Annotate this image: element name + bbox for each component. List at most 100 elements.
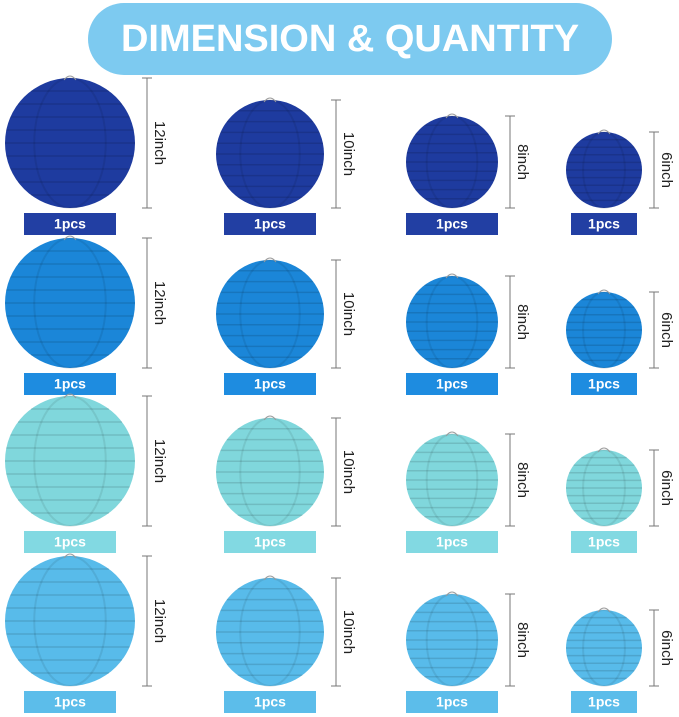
- lantern-hook: [263, 575, 277, 581]
- lantern-hook: [263, 415, 277, 421]
- quantity-label: 1pcs: [254, 216, 286, 232]
- lantern-hook: [597, 607, 611, 613]
- size-label: 8inch: [514, 304, 531, 340]
- lantern: [5, 393, 135, 527]
- quantity-badge: [406, 531, 498, 553]
- quantity-label: 1pcs: [436, 534, 468, 550]
- lantern-body: [5, 396, 135, 526]
- size-label: 6inch: [658, 152, 675, 188]
- quantity-label: 1pcs: [54, 694, 86, 710]
- size-label: 10inch: [340, 450, 357, 494]
- lantern: [216, 257, 324, 369]
- lantern-hook: [597, 129, 611, 135]
- lantern: [566, 129, 642, 209]
- lantern-hook: [63, 235, 77, 241]
- lantern-hook: [263, 257, 277, 263]
- lantern-body: [566, 450, 642, 526]
- lantern-shade: [33, 77, 107, 209]
- lantern-hook: [63, 553, 77, 559]
- lantern-body: [216, 100, 324, 208]
- quantity-label: 1pcs: [588, 694, 620, 710]
- lantern: [5, 235, 135, 369]
- lantern: [566, 289, 642, 369]
- lantern-body: [406, 434, 498, 526]
- lantern-shade: [425, 433, 479, 527]
- quantity-label: 1pcs: [436, 376, 468, 392]
- size-label: 6inch: [658, 312, 675, 348]
- quantity-label: 1pcs: [436, 694, 468, 710]
- quantity-badge: [571, 373, 637, 395]
- quantity-badge: [406, 373, 498, 395]
- lantern-hook: [445, 591, 459, 597]
- lantern-shade: [33, 395, 107, 527]
- lantern-body: [216, 260, 324, 368]
- lantern-hook: [445, 431, 459, 437]
- quantity-badge: [224, 213, 316, 235]
- lantern: [406, 431, 498, 527]
- quantity-label: 1pcs: [54, 534, 86, 550]
- quantity-label: 1pcs: [588, 376, 620, 392]
- quantity-badge: [224, 373, 316, 395]
- title: DIMENSION & QUANTITY: [121, 18, 579, 60]
- size-label: 8inch: [514, 462, 531, 498]
- lantern-body: [406, 116, 498, 208]
- lantern: [566, 447, 642, 527]
- quantity-label: 1pcs: [254, 534, 286, 550]
- lantern-body: [406, 276, 498, 368]
- quantity-label: 1pcs: [54, 376, 86, 392]
- quantity-badge: [224, 691, 316, 713]
- quantity-label: 1pcs: [588, 216, 620, 232]
- lantern: [5, 553, 135, 687]
- lantern-shade: [33, 555, 107, 687]
- size-label: 10inch: [340, 292, 357, 336]
- lantern: [406, 113, 498, 209]
- quantity-badge: [24, 531, 116, 553]
- lantern: [5, 75, 135, 209]
- quantity-badge: [24, 213, 116, 235]
- lantern-shade: [582, 449, 626, 527]
- lantern-shade: [239, 417, 301, 527]
- lantern-shade: [582, 291, 626, 369]
- size-label: 8inch: [514, 622, 531, 658]
- lantern-shade: [239, 259, 301, 369]
- size-label: 10inch: [340, 610, 357, 654]
- quantity-label: 1pcs: [436, 216, 468, 232]
- quantity-badge: [24, 691, 116, 713]
- lantern-shade: [425, 115, 479, 209]
- lantern-hook: [445, 113, 459, 119]
- lantern: [216, 575, 324, 687]
- quantity-badge: [24, 373, 116, 395]
- lantern: [216, 97, 324, 209]
- lantern-body: [5, 556, 135, 686]
- quantity-badge: [571, 691, 637, 713]
- quantity-badge: [406, 213, 498, 235]
- size-label: 12inch: [151, 599, 168, 643]
- quantity-badge: [571, 531, 637, 553]
- lantern-shade: [582, 131, 626, 209]
- lantern-hook: [597, 289, 611, 295]
- lantern-body: [566, 132, 642, 208]
- lantern: [216, 415, 324, 527]
- lantern-body: [216, 418, 324, 526]
- lantern-body: [216, 578, 324, 686]
- quantity-label: 1pcs: [54, 216, 86, 232]
- lantern-hook: [63, 75, 77, 81]
- size-label: 12inch: [151, 281, 168, 325]
- lantern-hook: [63, 393, 77, 399]
- lantern-body: [5, 78, 135, 208]
- lantern-shade: [582, 609, 626, 687]
- size-label: 6inch: [658, 630, 675, 666]
- lantern-hook: [445, 273, 459, 279]
- lantern-hook: [597, 447, 611, 453]
- quantity-label: 1pcs: [254, 694, 286, 710]
- quantity-badge: [571, 213, 637, 235]
- quantity-badge: [224, 531, 316, 553]
- lantern-body: [406, 594, 498, 686]
- lantern-shade: [239, 99, 301, 209]
- quantity-label: 1pcs: [254, 376, 286, 392]
- lantern: [406, 591, 498, 687]
- size-label: 10inch: [340, 132, 357, 176]
- size-label: 12inch: [151, 121, 168, 165]
- lantern-shade: [239, 577, 301, 687]
